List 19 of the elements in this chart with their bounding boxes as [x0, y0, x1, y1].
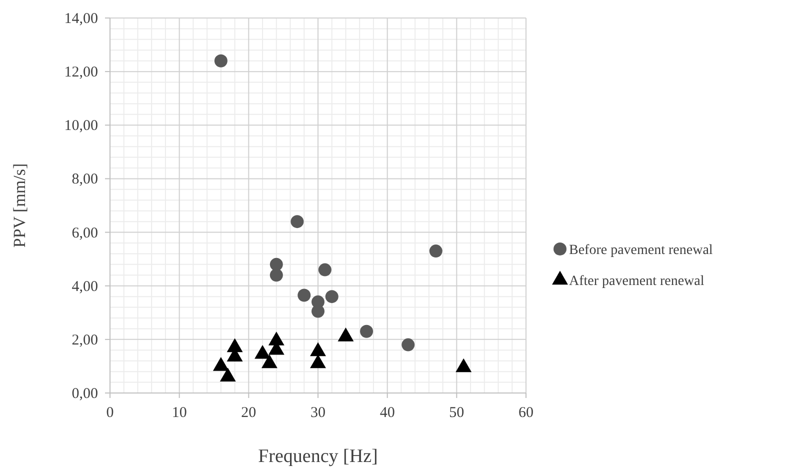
y-axis-title: PPV [mm/s]	[10, 163, 29, 248]
y-tick-label: 10,00	[64, 118, 98, 134]
y-tick-label: 8,00	[72, 172, 98, 188]
x-tick-label: 40	[380, 405, 395, 421]
x-tick-label: 60	[518, 405, 534, 421]
y-tick-label: 2,00	[72, 332, 98, 348]
x-tick-label: 50	[449, 405, 464, 421]
y-tick-label: 14,00	[64, 11, 98, 27]
x-axis-title: Frequency [Hz]	[258, 446, 378, 467]
legend-label: Before pavement renewal	[569, 243, 713, 258]
x-tick-label: 10	[172, 405, 187, 421]
y-tick-label: 4,00	[72, 278, 98, 295]
x-tick-label: 0	[106, 405, 114, 421]
y-tick-label: 12,00	[64, 64, 98, 81]
legend-label: After pavement renewal	[569, 274, 704, 289]
x-tick-label: 30	[310, 405, 326, 421]
y-tick-label: 6,00	[72, 225, 98, 242]
y-tick-label: 0,00	[72, 386, 98, 402]
x-tick-label: 20	[241, 405, 256, 421]
